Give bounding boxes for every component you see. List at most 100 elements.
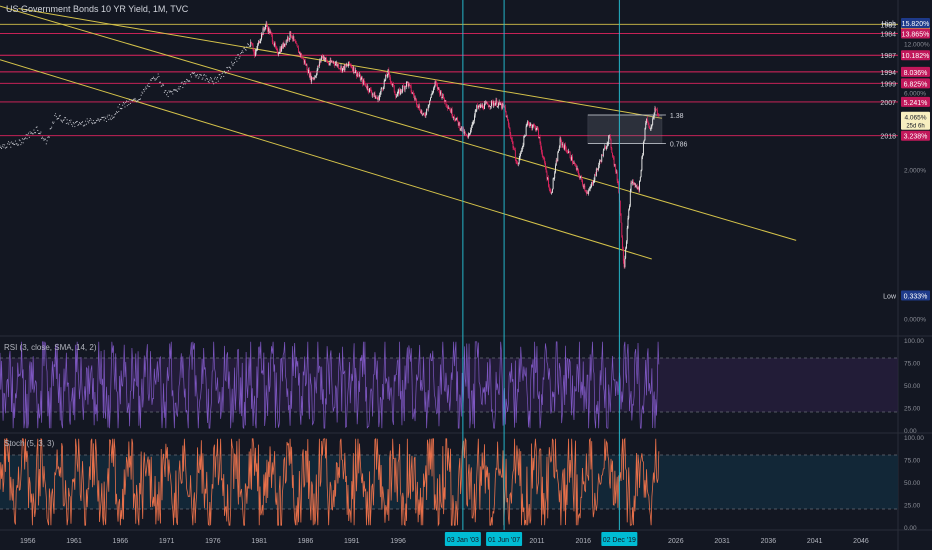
price-candle-body [281, 45, 283, 49]
price-candle-body [355, 70, 357, 76]
price-candle-body [543, 157, 545, 159]
price-dot [125, 100, 128, 102]
price-candle-body [330, 60, 332, 63]
price-candle-body [318, 65, 320, 67]
price-candle-body [531, 124, 532, 128]
price-candle-body [335, 62, 337, 64]
price-candle-body [331, 61, 333, 63]
price-dot [166, 92, 168, 94]
price-dot [247, 43, 249, 45]
price-dot [134, 97, 136, 99]
price-candle-body [275, 47, 277, 49]
rsi-series [0, 341, 660, 430]
price-candle-body [250, 42, 252, 47]
price-candle-body [490, 100, 492, 107]
price-candle-body [354, 72, 356, 74]
level-value-badge [901, 50, 930, 61]
price-dot [179, 85, 182, 88]
price-candle-body [521, 150, 522, 152]
price-candle-body [379, 92, 381, 95]
price-candle-body [301, 54, 303, 58]
price-candle-body [604, 146, 606, 149]
price-candle-body [363, 80, 365, 84]
price-dot [0, 146, 2, 149]
price-dot [24, 137, 27, 139]
price-candle-body [632, 181, 634, 185]
price-dot [68, 123, 70, 125]
price-candle-body [396, 96, 397, 98]
price-dot [144, 88, 146, 90]
price-candle-body [507, 116, 509, 121]
price-candle-body [482, 104, 484, 109]
price-dot [36, 126, 38, 128]
price-candle-body [437, 87, 439, 89]
price-candle-body [284, 43, 286, 45]
price-candle-body [531, 126, 533, 128]
price-candle-body [649, 128, 651, 130]
price-candle-body [308, 69, 310, 78]
price-candle-body [283, 42, 285, 47]
price-candle-body [548, 186, 550, 190]
time-tick-label: 1971 [159, 538, 175, 545]
price-candle-body [358, 75, 360, 77]
price-candle-body [492, 101, 494, 106]
price-candle-body [555, 165, 556, 173]
price-dot [135, 99, 137, 101]
price-candle-body [609, 135, 610, 137]
price-dot [74, 126, 76, 128]
price-dot [121, 108, 123, 110]
price-candle-body [573, 163, 575, 164]
price-candle-body [352, 66, 354, 71]
price-dot [163, 92, 165, 94]
price-dot [202, 77, 204, 79]
price-candle-body [551, 188, 553, 193]
price-candle-body [579, 177, 581, 179]
price-candle-body [643, 140, 645, 142]
price-candle-body [575, 164, 576, 166]
price-dot [153, 78, 155, 80]
price-dot [18, 139, 20, 141]
price-candle-body [414, 98, 416, 99]
price-candle-body [523, 136, 525, 146]
price-candle-body [507, 120, 509, 126]
level-year-label: 1994 [880, 70, 896, 77]
price-dot [200, 74, 202, 76]
price-candle-body [627, 218, 629, 228]
price-candle-body [417, 106, 419, 108]
channel-line [0, 59, 652, 260]
price-candle-body [652, 118, 654, 125]
price-dot [27, 132, 30, 134]
price-candle-body [625, 241, 627, 249]
price-candle-body [529, 124, 531, 126]
price-candle-body [500, 103, 502, 105]
price-candle-body [587, 192, 589, 194]
price-tick-label: 2.000% [904, 168, 926, 175]
price-candle-body [539, 137, 541, 144]
price-dot [5, 147, 7, 149]
price-dot [161, 85, 163, 87]
price-candle-body [266, 23, 268, 27]
price-dot [78, 124, 80, 126]
price-candle-body [525, 126, 527, 136]
price-dot [210, 77, 212, 79]
price-candle-body [321, 55, 323, 59]
price-candle-body [501, 103, 503, 109]
price-candle-body [487, 104, 489, 107]
price-candle-body [461, 126, 463, 132]
price-candle-body [582, 180, 583, 185]
price-candle-body [474, 110, 476, 116]
price-candle-body [524, 135, 526, 137]
price-candle-body [389, 77, 391, 82]
price-candle-body [550, 190, 552, 194]
price-candle-body [477, 106, 479, 108]
price-candle-body [409, 84, 411, 87]
price-dot [167, 96, 169, 98]
price-candle-body [511, 139, 513, 142]
price-candle-body [345, 65, 347, 66]
price-candle-body [288, 38, 290, 40]
price-candle-body [335, 63, 337, 66]
price-candle-body [316, 69, 318, 75]
price-dot [206, 78, 208, 80]
price-dot [110, 119, 112, 121]
